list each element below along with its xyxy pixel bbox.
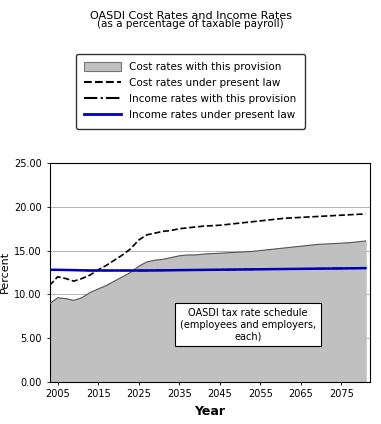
- Text: OASDI tax rate schedule
(employees and employers,
each): OASDI tax rate schedule (employees and e…: [180, 308, 316, 341]
- Y-axis label: Percent: Percent: [0, 251, 10, 293]
- X-axis label: Year: Year: [194, 405, 225, 418]
- Legend: Cost rates with this provision, Cost rates under present law, Income rates with : Cost rates with this provision, Cost rat…: [76, 54, 305, 128]
- Text: (as a percentage of taxable payroll): (as a percentage of taxable payroll): [97, 19, 284, 29]
- Text: OASDI Cost Rates and Income Rates: OASDI Cost Rates and Income Rates: [90, 11, 291, 21]
